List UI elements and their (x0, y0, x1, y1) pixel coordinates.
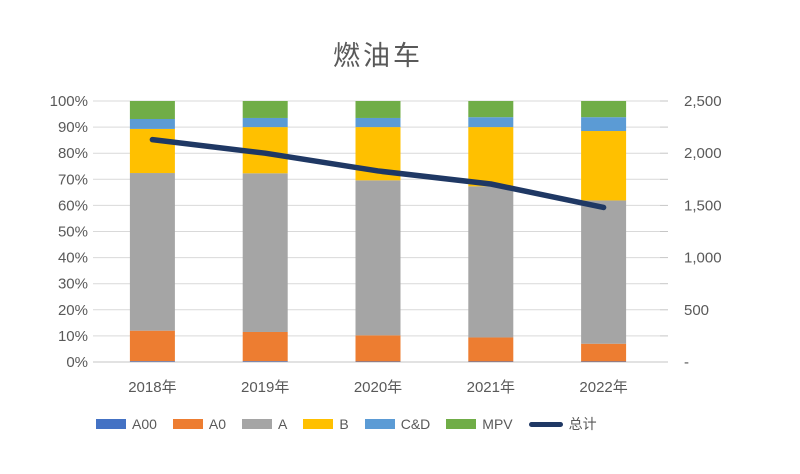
bar-segment-A-2018年 (129, 173, 175, 331)
bar-segment-MPV-2022年 (581, 101, 627, 118)
x-axis-label: 2020年 (354, 379, 402, 396)
legend-label: MPV (482, 416, 513, 432)
total-line (149, 136, 607, 211)
legend-swatch-B (303, 419, 334, 429)
chart-legend: A00 A0 A B C&D MPV 总计 (96, 417, 597, 431)
legend-item-C&D: C&D (364, 416, 431, 432)
bar-segment-B-2021年 (468, 127, 514, 187)
left-axis-tick-label: 80% (58, 145, 88, 162)
legend-swatch-MPV (446, 419, 477, 429)
legend-label: A00 (132, 416, 157, 432)
legend-swatch-C&D (364, 419, 395, 429)
legend-swatch-A00 (96, 419, 126, 429)
bar-segment-C&D-2022年 (581, 117, 627, 132)
x-axis-label: 2022年 (579, 379, 627, 396)
left-axis-tick-label: 10% (58, 328, 88, 345)
left-axis-tick-label: 40% (58, 250, 88, 267)
left-axis-tick-label: 60% (58, 197, 88, 214)
left-axis-tick-label: 50% (58, 224, 88, 241)
right-axis-tick-label: - (684, 354, 689, 371)
right-axis-tick-label: 1,000 (684, 250, 722, 267)
left-axis-tick-label: 90% (58, 119, 88, 136)
bar-segment-A00-2019年 (242, 361, 288, 362)
bar-segment-A0-2020年 (355, 335, 401, 362)
legend-item-A00: A00 (96, 417, 157, 431)
bar-segment-A00-2020年 (355, 361, 401, 362)
bar-segment-C&D-2018年 (129, 119, 175, 129)
left-axis-tick-label: 20% (58, 302, 88, 319)
bar-segment-MPV-2018年 (129, 101, 175, 120)
x-axis-label: 2018年 (128, 379, 176, 396)
x-axis-label: 2019年 (241, 379, 289, 396)
bar-segment-MPV-2020年 (355, 101, 401, 118)
right-axis-tick-label: 2,000 (684, 145, 722, 162)
legend-item-B: B (303, 416, 349, 432)
bar-segment-A-2022年 (581, 200, 627, 344)
right-axis-tick-label: 500 (684, 302, 709, 319)
legend-item-MPV: MPV (446, 416, 513, 432)
left-axis-tick-label: 100% (50, 93, 88, 110)
bar-segment-A0-2021年 (468, 337, 514, 362)
bar-segment-A00-2018年 (129, 361, 175, 362)
bar-segment-A-2020年 (355, 180, 401, 336)
bar-segment-A0-2019年 (242, 331, 288, 362)
bar-segment-A00-2021年 (468, 361, 514, 362)
legend-label: A (278, 416, 288, 432)
chart-title: 燃油车 (333, 41, 423, 71)
left-axis-tick-label: 30% (58, 276, 88, 293)
legend-label: C&D (400, 416, 431, 432)
legend-item-A: A (242, 417, 287, 431)
right-axis-tick-label: 1,500 (684, 197, 722, 214)
legend-swatch-总计 (528, 421, 563, 427)
bar-segment-A00-2022年 (581, 361, 627, 362)
x-axis-label: 2021年 (467, 379, 515, 396)
legend-label: B (339, 416, 349, 432)
legend-swatch-A (242, 419, 273, 429)
bar-segment-MPV-2019年 (242, 101, 288, 118)
bar-segment-A-2021年 (468, 186, 514, 338)
bar-segment-A0-2018年 (129, 330, 175, 362)
legend-item-A0: A0 (172, 416, 227, 432)
bar-segment-C&D-2021年 (468, 117, 514, 128)
bar-segment-C&D-2020年 (355, 117, 401, 128)
bar-segment-A-2019年 (242, 173, 288, 332)
legend-swatch-A0 (172, 419, 203, 429)
bar-segment-MPV-2021年 (468, 101, 514, 118)
bar-segment-A0-2022年 (581, 343, 627, 362)
legend-label: A0 (208, 416, 227, 432)
bar-segment-B-2018年 (129, 128, 175, 174)
left-axis-tick-label: 0% (66, 354, 88, 371)
right-axis-tick-label: 2,500 (684, 93, 722, 110)
bar-segment-B-2022年 (581, 131, 627, 201)
bar-segment-C&D-2019年 (242, 117, 288, 128)
legend-label: 总计 (568, 416, 597, 432)
legend-item-总计: 总计 (528, 416, 597, 432)
left-axis-tick-label: 70% (58, 171, 88, 188)
